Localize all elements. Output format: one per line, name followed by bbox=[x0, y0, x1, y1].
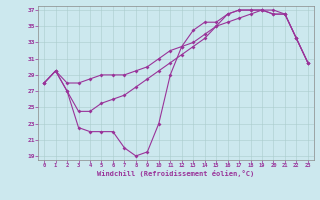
X-axis label: Windchill (Refroidissement éolien,°C): Windchill (Refroidissement éolien,°C) bbox=[97, 170, 255, 177]
